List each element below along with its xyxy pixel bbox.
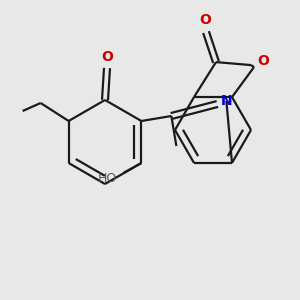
Text: O: O <box>101 50 113 64</box>
Text: HO: HO <box>98 172 117 185</box>
Text: N: N <box>220 94 232 108</box>
Text: O: O <box>257 54 269 68</box>
Text: O: O <box>199 13 211 27</box>
